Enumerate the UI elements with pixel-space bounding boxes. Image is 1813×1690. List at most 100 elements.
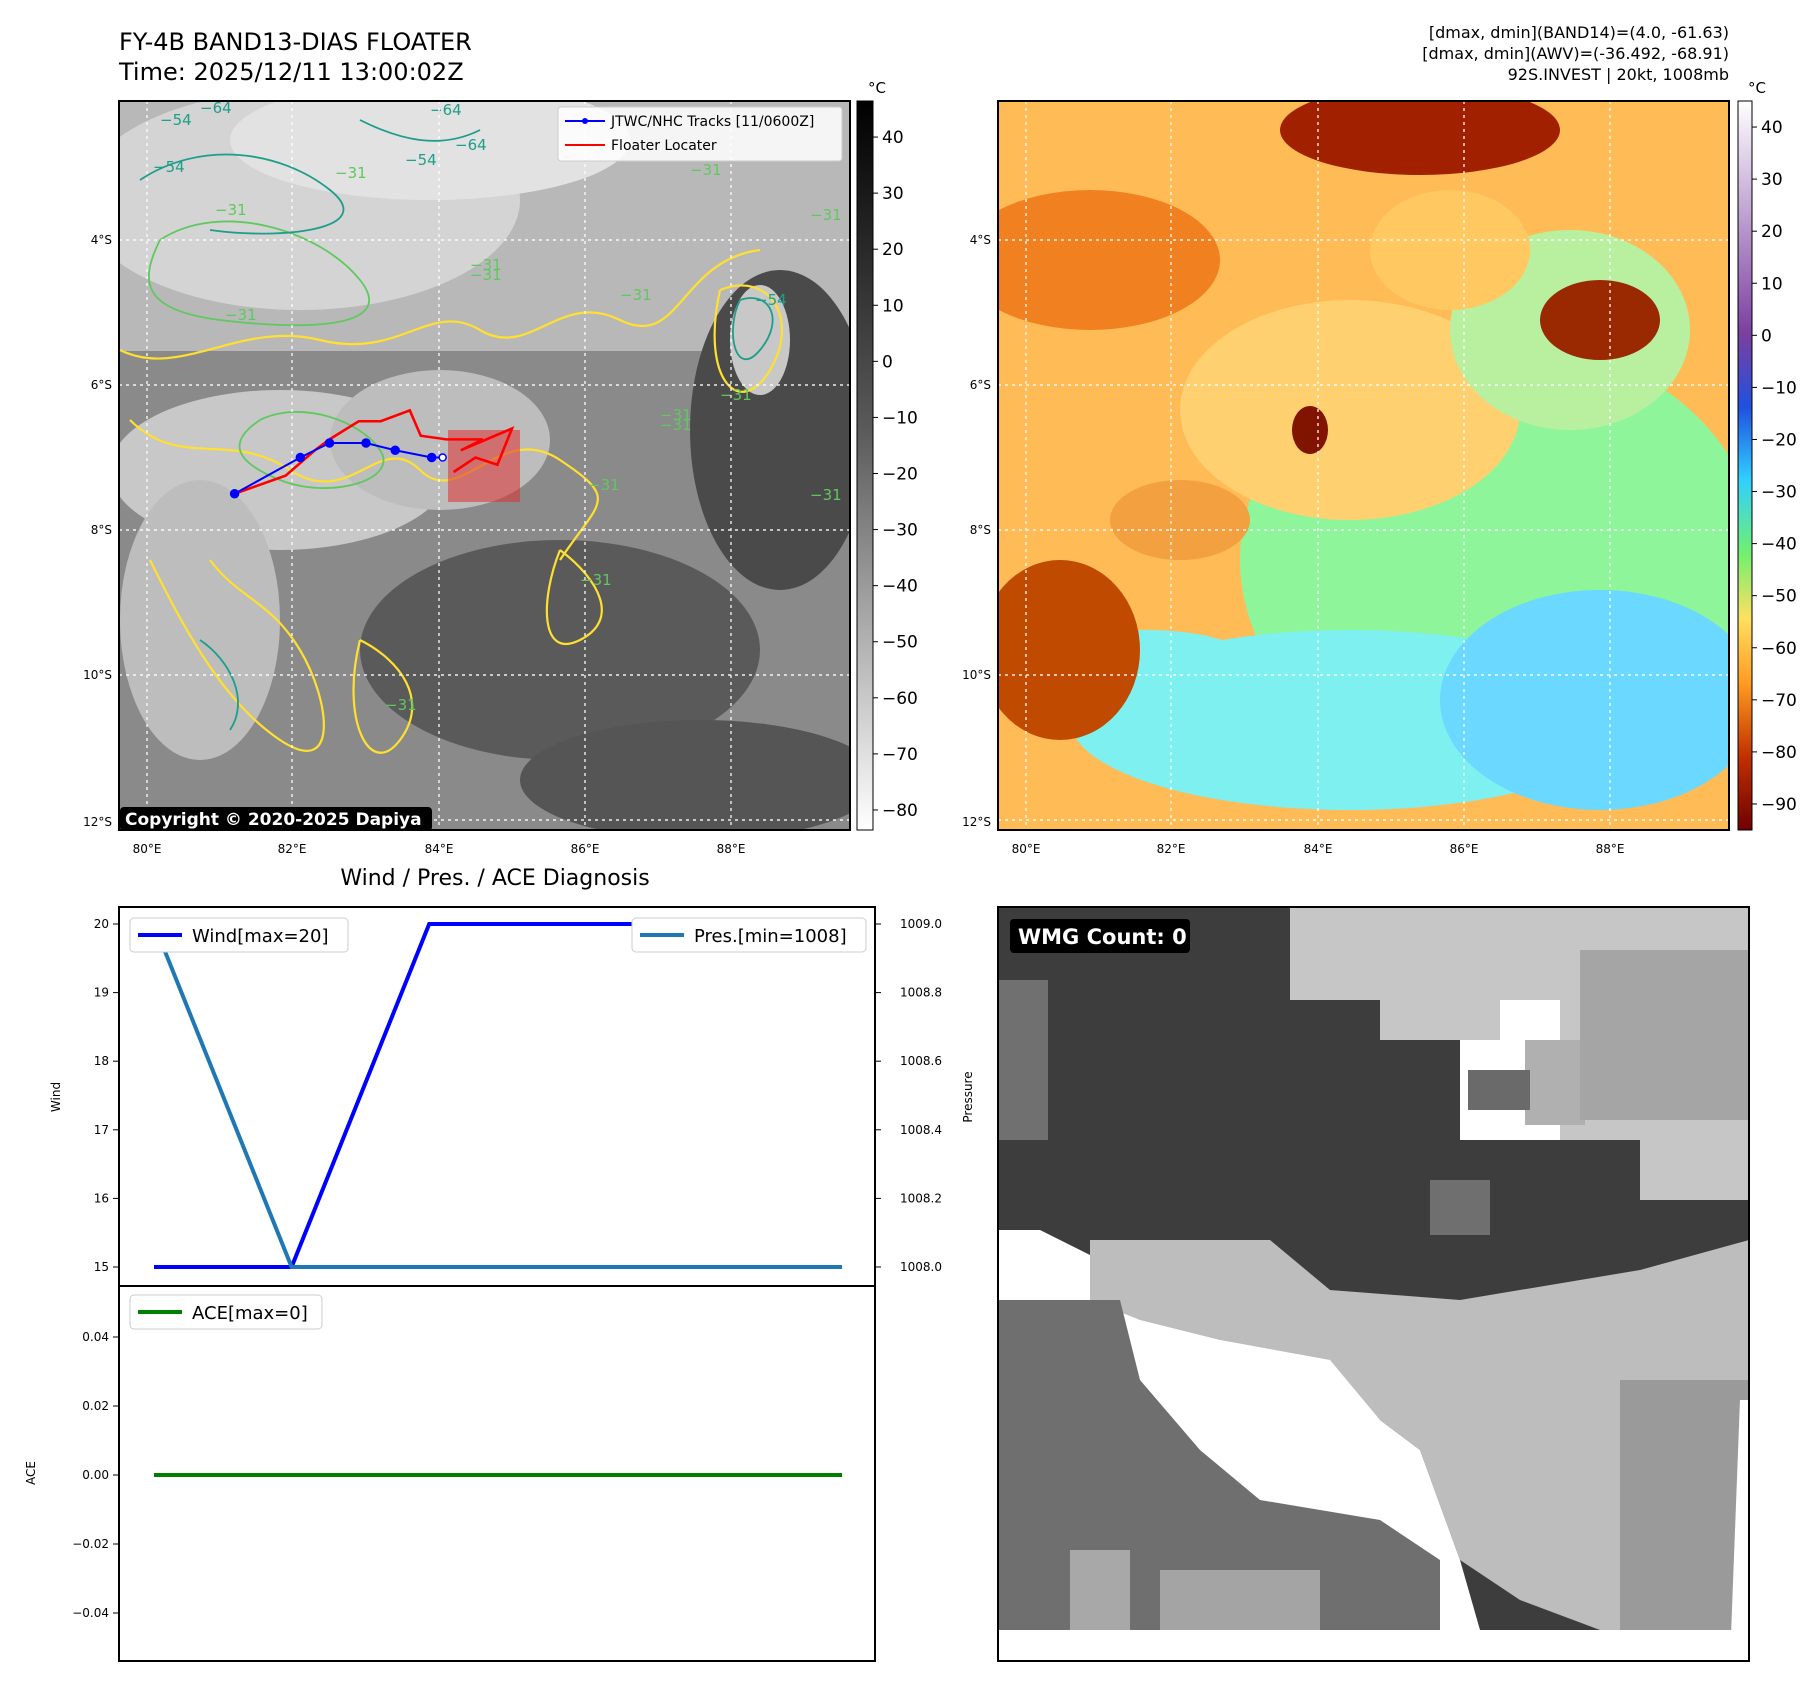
contour-label: −54 bbox=[755, 291, 787, 309]
lat-label: 4°S bbox=[970, 233, 991, 247]
pressure-tick-label: 1008.2 bbox=[900, 1191, 942, 1205]
colorbar-tick-label: 0 bbox=[882, 352, 893, 372]
colorbar-tick-label: −10 bbox=[1761, 378, 1797, 398]
lon-label: 82°E bbox=[1157, 842, 1186, 856]
pressure-series-line bbox=[152, 923, 842, 1269]
contour-label: −31 bbox=[385, 696, 417, 714]
contour-label: −31 bbox=[588, 476, 620, 494]
ir-lat-labels: 4°S 6°S 8°S 10°S 12°S bbox=[83, 233, 112, 829]
colorbar-tick-label: 10 bbox=[882, 296, 904, 316]
contour-label: −31 bbox=[470, 266, 502, 284]
track-point bbox=[229, 489, 240, 499]
ir-gridlines bbox=[119, 101, 850, 830]
lon-label: 84°E bbox=[425, 842, 454, 856]
lon-label: 82°E bbox=[278, 842, 307, 856]
ace-tick-label: 0.04 bbox=[82, 1330, 109, 1344]
contour-label: −31 bbox=[580, 571, 612, 589]
info-storm: 92S.INVEST | 20kt, 1008mb bbox=[1508, 65, 1729, 84]
ace-tick-label: −0.04 bbox=[72, 1606, 109, 1620]
contour-label: −31 bbox=[720, 386, 752, 404]
track-point bbox=[324, 438, 335, 448]
legend-jtwc: JTWC/NHC Tracks [11/0600Z] bbox=[610, 114, 814, 130]
ir-legend: JTWC/NHC Tracks [11/0600Z] Floater Locat… bbox=[557, 106, 843, 162]
contour-label: −31 bbox=[470, 256, 502, 274]
wind-axis-label: Wind bbox=[49, 1082, 63, 1112]
wv-lon-labels: 80°E 82°E 84°E 86°E 88°E bbox=[1012, 842, 1625, 856]
contour-label: −64 bbox=[455, 136, 487, 154]
colorbar-tick-label: −30 bbox=[1761, 483, 1797, 503]
lat-label: 10°S bbox=[962, 668, 991, 682]
lon-label: 84°E bbox=[1304, 842, 1333, 856]
colorbar-tick-label: 30 bbox=[1761, 170, 1783, 190]
ace-tick-label: −0.02 bbox=[72, 1537, 109, 1551]
copyright-badge: Copyright © 2020-2025 Dapiya bbox=[120, 807, 432, 831]
pressure-tick-label: 1008.4 bbox=[900, 1123, 942, 1137]
diagnosis-title: Wind / Pres. / ACE Diagnosis bbox=[340, 866, 649, 891]
colorbar-tick-label: 20 bbox=[882, 240, 904, 260]
lon-label: 86°E bbox=[1450, 842, 1479, 856]
ace-legend: ACE[max=0] bbox=[129, 1294, 323, 1330]
colorbar-tick-label: 0 bbox=[1761, 326, 1772, 346]
pressure-legend: Pres.[min=1008] bbox=[631, 917, 867, 953]
wind-tick-label: 20 bbox=[94, 917, 109, 931]
contour-label: −31 bbox=[660, 416, 692, 434]
colorbar-tick-label: −50 bbox=[882, 633, 918, 653]
wv-imagery bbox=[998, 101, 1729, 830]
contour-label: −54 bbox=[160, 111, 192, 129]
colorbar-tick-label: −20 bbox=[882, 465, 918, 485]
contour-label: −31 bbox=[335, 164, 367, 182]
contour-label: −31 bbox=[810, 206, 842, 224]
colorbar-tick-label: −60 bbox=[882, 689, 918, 709]
floater-locater-line bbox=[234, 408, 515, 495]
wind-tick-label: 15 bbox=[94, 1260, 109, 1274]
colorbar-tick-label: −10 bbox=[882, 408, 918, 428]
wind-legend-label: Wind[max=20] bbox=[192, 926, 329, 947]
lat-label: 6°S bbox=[91, 378, 112, 392]
ir-colorbar: °C 40 30 20 10 0 −10 −20 −30 −40 −50 −60 −70 −80 bbox=[856, 79, 918, 831]
wmg-imagery bbox=[998, 907, 1749, 1661]
lat-label: 12°S bbox=[83, 815, 112, 829]
colorbar-tick-label: −90 bbox=[1761, 795, 1797, 815]
wv-colorbar: °C 40 30 20 10 0 −10 −20 −30 −40 −50 −60 −70 −80 −90 bbox=[1737, 79, 1797, 831]
wind-tick-label: 18 bbox=[94, 1054, 109, 1068]
track-point bbox=[438, 453, 447, 462]
jtwc-track-points bbox=[229, 438, 447, 499]
contour-label: −31 bbox=[225, 306, 257, 324]
lon-label: 88°E bbox=[1596, 842, 1625, 856]
pressure-tick-label: 1008.0 bbox=[900, 1260, 942, 1274]
info-band14: [dmax, dmin](BAND14)=(4.0, -61.63) bbox=[1429, 23, 1729, 42]
contour-label: −31 bbox=[690, 161, 722, 179]
info-awv: [dmax, dmin](AWV)=(-36.492, -68.91) bbox=[1422, 44, 1729, 63]
contour-label: −31 bbox=[215, 201, 247, 219]
wv-gridlines bbox=[998, 101, 1729, 830]
ir-lon-labels: 80°E 82°E 84°E 86°E 88°E bbox=[133, 842, 746, 856]
colorbar-tick-label: 30 bbox=[882, 184, 904, 204]
contour-label: −54 bbox=[405, 151, 437, 169]
wind-tick-label: 16 bbox=[94, 1191, 109, 1205]
copyright-text: Copyright © 2020-2025 Dapiya bbox=[125, 810, 422, 830]
figure-header: FY-4B BAND13-DIAS FLOATER Time: 2025/12/… bbox=[118, 23, 1729, 86]
colorbar-tick-label: 10 bbox=[1761, 274, 1783, 294]
ir-panel: −54 −64 −31 −64 −54 −31 −31 −31 −31 −54 … bbox=[83, 79, 918, 856]
contour-label: −64 bbox=[430, 101, 462, 119]
lat-label: 6°S bbox=[970, 378, 991, 392]
track-point bbox=[295, 452, 306, 463]
pressure-tick-label: 1008.6 bbox=[900, 1054, 942, 1068]
wv-cbar-unit: °C bbox=[1748, 79, 1766, 97]
ace-tick-label: 0.00 bbox=[82, 1468, 109, 1482]
contour-label: −54 bbox=[153, 158, 185, 176]
colorbar-tick-label: −70 bbox=[1761, 691, 1797, 711]
wind-legend: Wind[max=20] bbox=[129, 917, 349, 953]
wv-lat-labels: 4°S 6°S 8°S 10°S 12°S bbox=[962, 233, 991, 829]
ir-imagery: −54 −64 −31 −64 −54 −31 −31 −31 −31 −54 … bbox=[119, 101, 850, 830]
ace-axis-label: ACE bbox=[24, 1461, 38, 1485]
track-point bbox=[361, 438, 371, 448]
contour-label: −31 bbox=[660, 406, 692, 424]
pressure-tick-label: 1008.8 bbox=[900, 986, 942, 1000]
wind-series-line bbox=[154, 922, 842, 1269]
contour-label: −31 bbox=[620, 286, 652, 304]
colorbar-tick-label: 40 bbox=[1761, 118, 1783, 138]
legend-floater: Floater Locater bbox=[611, 138, 717, 154]
track-point bbox=[426, 452, 437, 463]
